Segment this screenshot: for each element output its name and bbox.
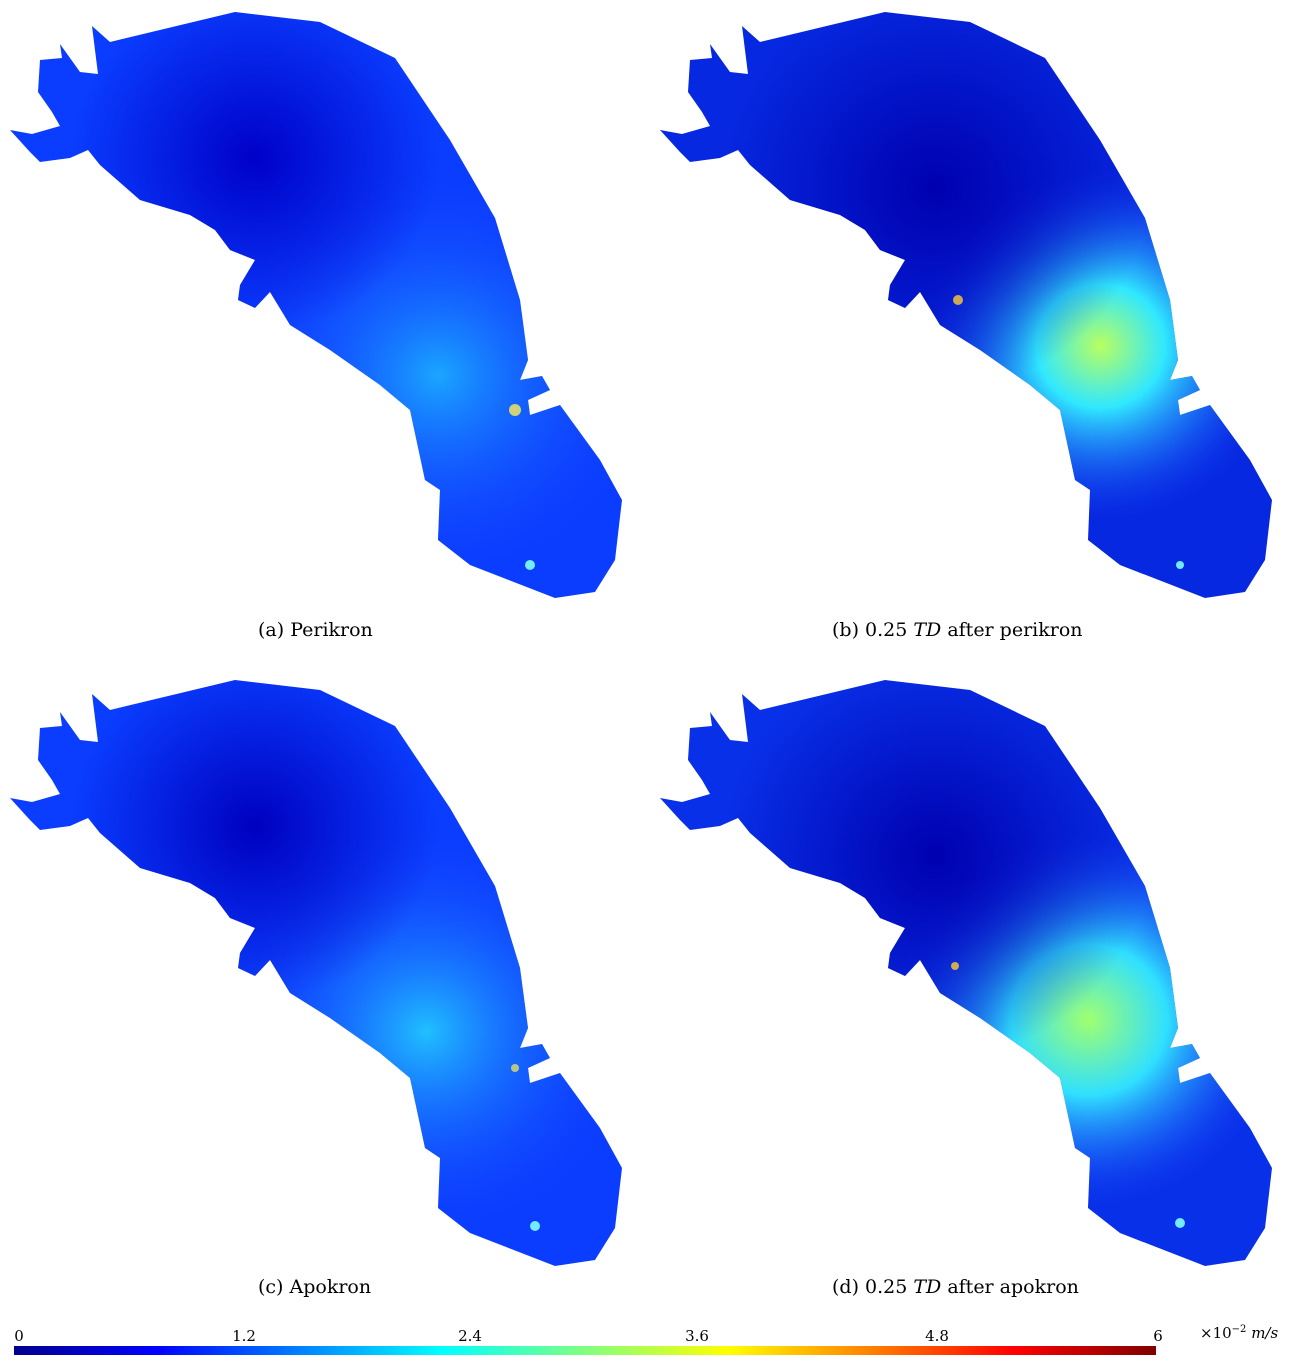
unit-prefix: ×10 bbox=[1200, 1324, 1232, 1342]
caption-text-suffix: after perikron bbox=[941, 619, 1083, 641]
velocity-map-after-perikron bbox=[650, 0, 1290, 600]
caption-d: (d) 0.25 TD after apokron bbox=[832, 1276, 1079, 1298]
caption-text-suffix: after apokron bbox=[941, 1276, 1079, 1298]
colorbar-tick: 1.2 bbox=[232, 1327, 256, 1345]
unit-exponent: −2 bbox=[1231, 1324, 1247, 1335]
caption-math: TD bbox=[913, 619, 942, 641]
colorbar bbox=[14, 1346, 1156, 1355]
velocity-map-apokron bbox=[0, 668, 640, 1268]
colorbar-tick: 2.4 bbox=[458, 1327, 482, 1345]
caption-math: TD bbox=[913, 1276, 942, 1298]
colorbar-tick: 0 bbox=[14, 1327, 24, 1345]
lake-shape bbox=[660, 12, 1272, 598]
colorbar-tick: 6 bbox=[1153, 1327, 1163, 1345]
colorbar-unit: ×10−2 m/s bbox=[1200, 1324, 1278, 1342]
caption-b: (b) 0.25 TD after perikron bbox=[832, 619, 1083, 641]
caption-a: (a) Perikron bbox=[258, 619, 373, 641]
caption-text: (b) 0.25 bbox=[832, 619, 914, 641]
colorbar-tick: 3.6 bbox=[685, 1327, 709, 1345]
lake-shape bbox=[10, 12, 622, 598]
unit-label: m/s bbox=[1251, 1324, 1279, 1342]
caption-text: (d) 0.25 bbox=[832, 1276, 914, 1298]
colorbar-tick: 4.8 bbox=[925, 1327, 949, 1345]
caption-text: (c) Apokron bbox=[258, 1276, 372, 1298]
caption-c: (c) Apokron bbox=[258, 1276, 371, 1298]
caption-text: (a) Perikron bbox=[258, 619, 373, 641]
velocity-map-after-apokron bbox=[650, 668, 1290, 1268]
velocity-map-perikron bbox=[0, 0, 640, 600]
lake-shape bbox=[660, 680, 1272, 1266]
lake-shape bbox=[10, 680, 622, 1266]
